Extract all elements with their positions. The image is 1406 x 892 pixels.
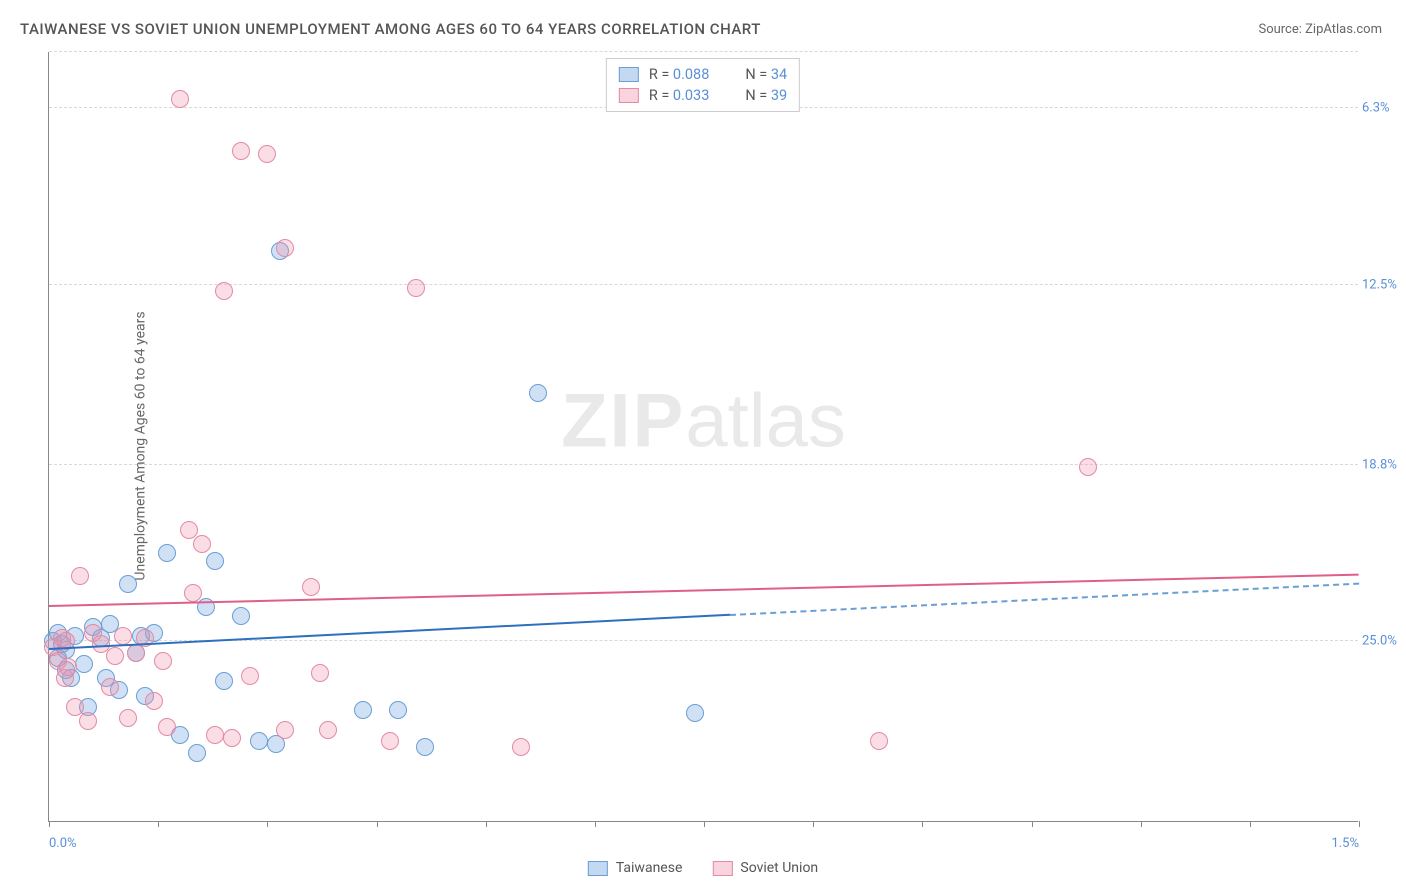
x-tick bbox=[922, 821, 923, 827]
x-tick bbox=[158, 821, 159, 827]
x-tick bbox=[1250, 821, 1251, 827]
source-link[interactable]: ZipAtlas.com bbox=[1305, 22, 1382, 37]
data-point bbox=[276, 721, 294, 739]
legend-label: Soviet Union bbox=[740, 860, 818, 876]
legend-row: R = 0.033 N = 39 bbox=[619, 85, 787, 106]
data-point bbox=[193, 535, 211, 553]
data-point bbox=[145, 692, 163, 710]
x-tick-label: 0.0% bbox=[49, 836, 77, 851]
data-point bbox=[215, 282, 233, 300]
data-point bbox=[206, 552, 224, 570]
data-point bbox=[79, 712, 97, 730]
data-point bbox=[354, 701, 372, 719]
gridline bbox=[49, 464, 1358, 465]
data-point bbox=[71, 567, 89, 585]
data-point bbox=[66, 698, 84, 716]
data-point bbox=[154, 652, 172, 670]
data-point bbox=[184, 584, 202, 602]
correlation-legend: R = 0.088 N = 34 R = 0.033 N = 39 bbox=[606, 58, 800, 112]
data-point bbox=[158, 544, 176, 562]
x-tick bbox=[1032, 821, 1033, 827]
data-point bbox=[1079, 458, 1097, 476]
data-point bbox=[686, 704, 704, 722]
watermark: ZIPatlas bbox=[561, 378, 846, 465]
watermark-bold: ZIP bbox=[561, 379, 685, 464]
data-point bbox=[206, 726, 224, 744]
x-tick bbox=[595, 821, 596, 827]
y-tick-label: 6.3% bbox=[1362, 101, 1406, 116]
x-tick bbox=[49, 821, 50, 827]
legend-swatch bbox=[619, 88, 639, 103]
data-point bbox=[381, 732, 399, 750]
data-point bbox=[188, 744, 206, 762]
data-point bbox=[232, 142, 250, 160]
data-point bbox=[158, 718, 176, 736]
r-label: R = 0.033 bbox=[649, 87, 710, 104]
x-tick bbox=[813, 821, 814, 827]
data-point bbox=[302, 578, 320, 596]
data-point bbox=[180, 521, 198, 539]
data-point bbox=[870, 732, 888, 750]
legend-item: Soviet Union bbox=[712, 860, 818, 876]
data-point bbox=[311, 664, 329, 682]
source-prefix: Source: bbox=[1258, 22, 1305, 37]
y-tick-label: 18.8% bbox=[1362, 457, 1406, 472]
data-point bbox=[171, 90, 189, 108]
data-point bbox=[232, 607, 250, 625]
gridline bbox=[49, 640, 1358, 641]
legend-swatch bbox=[712, 861, 732, 876]
data-point bbox=[101, 678, 119, 696]
x-tick bbox=[486, 821, 487, 827]
data-point bbox=[106, 647, 124, 665]
n-label: N = 39 bbox=[745, 87, 787, 104]
x-tick bbox=[704, 821, 705, 827]
gridline bbox=[49, 51, 1358, 52]
data-point bbox=[215, 672, 233, 690]
data-point bbox=[119, 575, 137, 593]
scatter-plot-area: ZIPatlas 25.0%18.8%12.5%6.3%0.0%1.5% bbox=[48, 52, 1358, 822]
data-point bbox=[250, 732, 268, 750]
legend-swatch bbox=[588, 861, 608, 876]
data-point bbox=[416, 738, 434, 756]
x-tick bbox=[1359, 821, 1360, 827]
legend-swatch bbox=[619, 67, 639, 82]
data-point bbox=[119, 709, 137, 727]
legend-label: Taiwanese bbox=[616, 860, 683, 876]
data-point bbox=[389, 701, 407, 719]
legend-row: R = 0.088 N = 34 bbox=[619, 64, 787, 85]
source-attribution: Source: ZipAtlas.com bbox=[1258, 22, 1382, 37]
data-point bbox=[512, 738, 530, 756]
x-tick-label: 1.5% bbox=[1331, 836, 1359, 851]
data-point bbox=[241, 667, 259, 685]
data-point bbox=[276, 239, 294, 257]
gridline bbox=[49, 284, 1358, 285]
y-tick-label: 12.5% bbox=[1362, 277, 1406, 292]
data-point bbox=[319, 721, 337, 739]
x-tick bbox=[267, 821, 268, 827]
legend-item: Taiwanese bbox=[588, 860, 683, 876]
data-point bbox=[529, 384, 547, 402]
y-tick-label: 25.0% bbox=[1362, 634, 1406, 649]
data-point bbox=[258, 145, 276, 163]
watermark-rest: atlas bbox=[685, 379, 846, 464]
r-label: R = 0.088 bbox=[649, 66, 710, 83]
x-tick bbox=[377, 821, 378, 827]
n-label: N = 34 bbox=[745, 66, 787, 83]
data-point bbox=[59, 658, 77, 676]
data-point bbox=[407, 279, 425, 297]
x-tick bbox=[1141, 821, 1142, 827]
chart-title: TAIWANESE VS SOVIET UNION UNEMPLOYMENT A… bbox=[20, 20, 761, 38]
data-point bbox=[223, 729, 241, 747]
data-point bbox=[75, 655, 93, 673]
trend-line bbox=[49, 574, 1359, 607]
data-point bbox=[114, 627, 132, 645]
series-legend: Taiwanese Soviet Union bbox=[588, 860, 818, 876]
